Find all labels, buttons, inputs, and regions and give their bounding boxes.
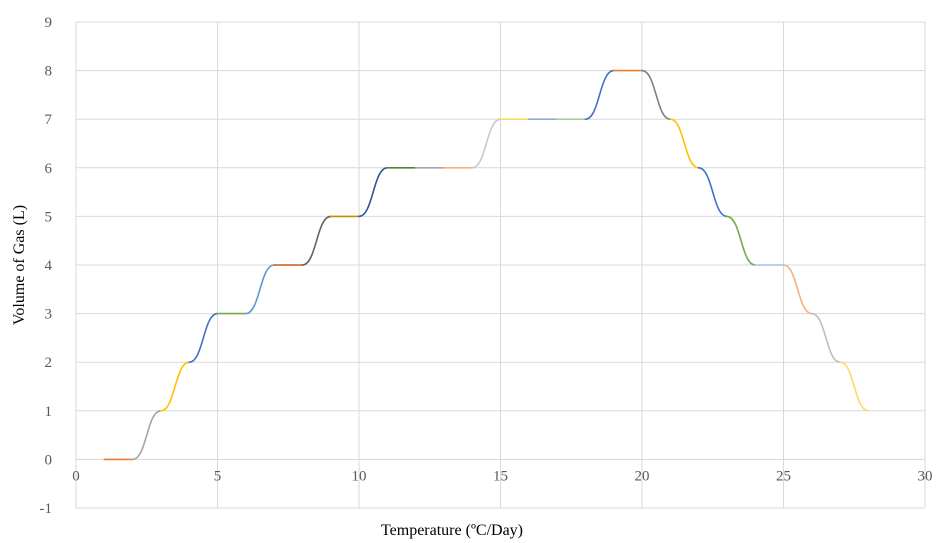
series-segment-3 xyxy=(160,361,190,412)
x-tick-label: 10 xyxy=(352,468,367,484)
series-segment-14 xyxy=(471,118,502,169)
x-tick-label: 30 xyxy=(918,468,933,484)
x-tick-label: 5 xyxy=(214,468,222,484)
series-segment-22 xyxy=(697,167,728,218)
series-segment-26 xyxy=(811,312,841,363)
series-segment-6 xyxy=(245,264,275,315)
x-axis-title: Temperature (ºC/Day) xyxy=(381,522,523,539)
series-segment-20 xyxy=(641,69,672,120)
y-tick-label: 6 xyxy=(45,161,53,177)
series-segment-23 xyxy=(726,215,756,266)
y-tick-label: 9 xyxy=(45,15,53,31)
x-tick-label: 20 xyxy=(635,468,650,484)
series-segment-27 xyxy=(839,361,870,412)
series-segment-4 xyxy=(188,312,219,363)
y-tick-label: 0 xyxy=(45,452,53,468)
series-segment-25 xyxy=(782,264,813,315)
series-segment-8 xyxy=(301,215,332,266)
series-segment-21 xyxy=(669,118,700,169)
series-segment-10 xyxy=(358,167,389,218)
y-tick-label: 3 xyxy=(45,307,53,323)
y-tick-label: 2 xyxy=(45,355,53,371)
y-tick-label: 1 xyxy=(45,404,53,420)
y-axis-title: Volume of Gas (L) xyxy=(11,205,28,325)
x-tick-label: 0 xyxy=(72,468,80,484)
series-lines xyxy=(103,69,870,461)
series-segment-18 xyxy=(584,69,615,120)
x-tick-label: 15 xyxy=(493,468,508,484)
grid xyxy=(75,21,926,509)
y-tick-label: 8 xyxy=(45,64,53,80)
y-tick-label: 5 xyxy=(45,209,53,225)
y-tick-label: 4 xyxy=(45,258,53,274)
tick-labels: -1 0 1 2 3 4 5 6 7 8 9 0 5 10 15 20 25 30 xyxy=(40,15,933,517)
series-segment-2 xyxy=(131,410,162,461)
x-tick-label: 25 xyxy=(776,468,791,484)
y-tick-label: 7 xyxy=(45,112,53,128)
y-tick-label: -1 xyxy=(40,501,53,517)
